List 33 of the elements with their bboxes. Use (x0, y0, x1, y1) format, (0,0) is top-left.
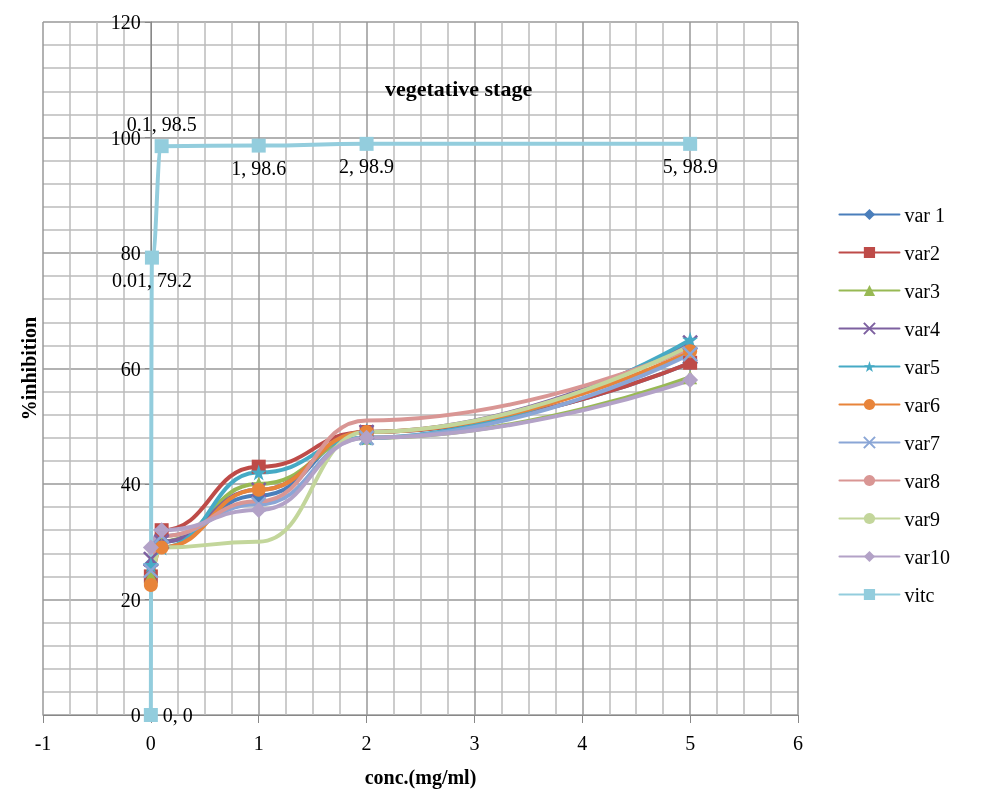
legend-label: var 1 (904, 203, 946, 226)
x-tick-label: 4 (577, 732, 588, 754)
text: vegetative stage (385, 75, 533, 101)
legend-label: vitc (904, 583, 935, 606)
legend-label: var6 (904, 393, 941, 416)
data-label: 1, 98.6 (231, 156, 287, 179)
data-label: 2, 98.9 (339, 154, 395, 177)
y-tick-label: 20 (120, 588, 141, 611)
y-tick-label: 0 (130, 704, 141, 726)
x-tick-label: 3 (469, 732, 480, 754)
x-tick-label: 2 (361, 732, 372, 754)
x-axis-title: conc.(mg/ml) (364, 766, 477, 789)
x-tick-label: 6 (793, 732, 803, 754)
legend-label: var3 (904, 279, 941, 302)
data-label: 0.01, 79.2 (111, 268, 192, 291)
y-tick-label: 120 (110, 11, 141, 33)
legend-label: var9 (904, 507, 941, 530)
y-tick-label: 60 (120, 357, 141, 380)
y-axis-title: %inhibition (17, 316, 40, 421)
x-tick-label: 5 (685, 732, 696, 754)
legend-label: var7 (904, 431, 941, 454)
legend-label: var5 (904, 355, 941, 378)
legend-label: var10 (904, 545, 951, 568)
data-label: 5, 98.9 (662, 154, 718, 177)
legend-label: var8 (904, 469, 941, 492)
x-tick-label: 1 (253, 732, 264, 754)
legend-label: var4 (904, 317, 941, 340)
y-tick-label: 40 (120, 473, 141, 495)
data-label: 0, 0 (162, 704, 193, 726)
legend-label: var2 (904, 241, 941, 264)
x-tick-label: 0 (145, 732, 156, 754)
y-tick-label: 80 (120, 242, 141, 264)
x-tick-label: -1 (34, 732, 52, 754)
